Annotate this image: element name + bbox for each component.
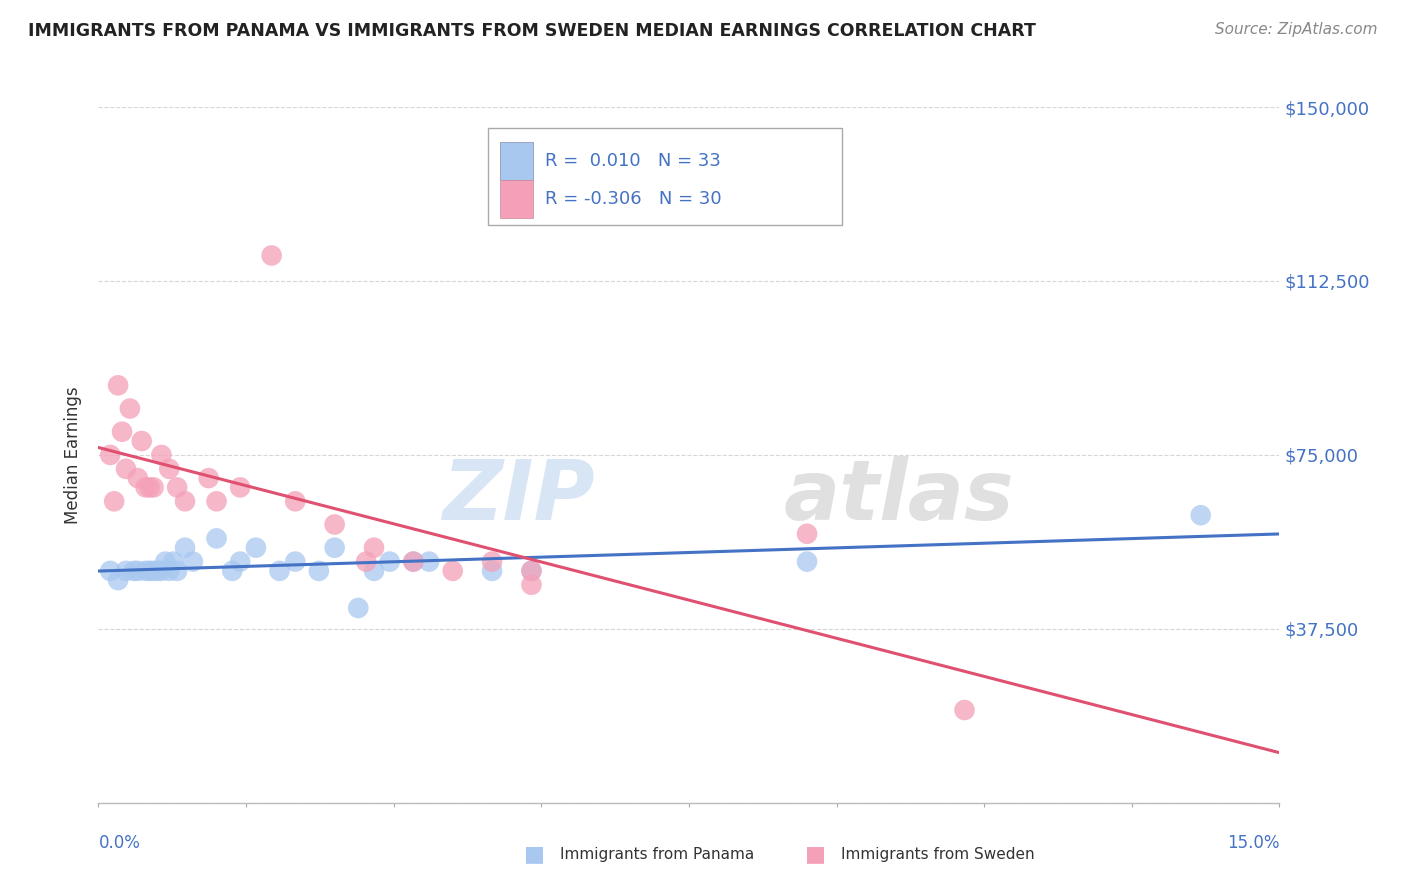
Point [135, 564, 157, 578]
Point [150, 448, 173, 462]
Point [402, 555, 425, 569]
Point [245, 541, 267, 555]
Point [953, 703, 976, 717]
Point [205, 494, 228, 508]
Point [402, 555, 425, 569]
Point [221, 564, 243, 578]
Point [481, 555, 503, 569]
Point [138, 564, 160, 578]
Text: 0.0%: 0.0% [98, 834, 141, 852]
Point [229, 555, 252, 569]
Point [118, 401, 141, 416]
Point [122, 564, 145, 578]
Point [205, 532, 228, 546]
Point [308, 564, 330, 578]
Point [98, 448, 121, 462]
Point [284, 494, 307, 508]
Point [174, 541, 197, 555]
Point [323, 517, 346, 532]
Point [520, 564, 543, 578]
Point [354, 555, 377, 569]
Point [103, 494, 125, 508]
Point [347, 601, 370, 615]
Point [197, 471, 219, 485]
Text: R = -0.306   N = 30: R = -0.306 N = 30 [546, 190, 721, 208]
Point [98, 564, 121, 578]
Point [115, 564, 138, 578]
FancyBboxPatch shape [501, 142, 533, 180]
Point [181, 555, 204, 569]
Point [127, 471, 149, 485]
Point [166, 564, 188, 578]
Point [162, 555, 184, 569]
Point [378, 555, 401, 569]
Text: Source: ZipAtlas.com: Source: ZipAtlas.com [1215, 22, 1378, 37]
Point [135, 480, 157, 494]
Point [796, 555, 818, 569]
Point [481, 564, 503, 578]
Text: atlas: atlas [783, 456, 1014, 537]
Point [142, 564, 165, 578]
Text: ZIP: ZIP [441, 456, 595, 537]
Point [363, 541, 385, 555]
Text: ■: ■ [806, 845, 825, 864]
Text: IMMIGRANTS FROM PANAMA VS IMMIGRANTS FROM SWEDEN MEDIAN EARNINGS CORRELATION CHA: IMMIGRANTS FROM PANAMA VS IMMIGRANTS FRO… [28, 22, 1036, 40]
Point [146, 564, 169, 578]
Text: 15.0%: 15.0% [1227, 834, 1279, 852]
Point [260, 248, 283, 262]
Point [107, 573, 129, 587]
Text: Immigrants from Sweden: Immigrants from Sweden [841, 847, 1035, 862]
Point [520, 564, 543, 578]
Point [111, 425, 134, 439]
Text: R =  0.010   N = 33: R = 0.010 N = 33 [546, 152, 721, 170]
Point [323, 541, 346, 555]
Point [142, 480, 165, 494]
Point [1189, 508, 1212, 523]
Y-axis label: Median Earnings: Median Earnings [65, 386, 83, 524]
Text: Immigrants from Panama: Immigrants from Panama [560, 847, 754, 862]
FancyBboxPatch shape [488, 128, 842, 226]
FancyBboxPatch shape [501, 180, 533, 219]
Point [127, 564, 149, 578]
Point [157, 462, 180, 476]
Point [520, 578, 543, 592]
Point [441, 564, 464, 578]
Point [150, 564, 173, 578]
Point [166, 480, 188, 494]
Point [107, 378, 129, 392]
Text: ■: ■ [524, 845, 544, 864]
Point [131, 434, 153, 448]
Point [418, 555, 440, 569]
Point [138, 480, 160, 494]
Point [363, 564, 385, 578]
Point [115, 462, 138, 476]
Point [796, 526, 818, 541]
Point [155, 555, 177, 569]
Point [229, 480, 252, 494]
Point [269, 564, 291, 578]
Point [157, 564, 180, 578]
Point [174, 494, 197, 508]
Point [284, 555, 307, 569]
